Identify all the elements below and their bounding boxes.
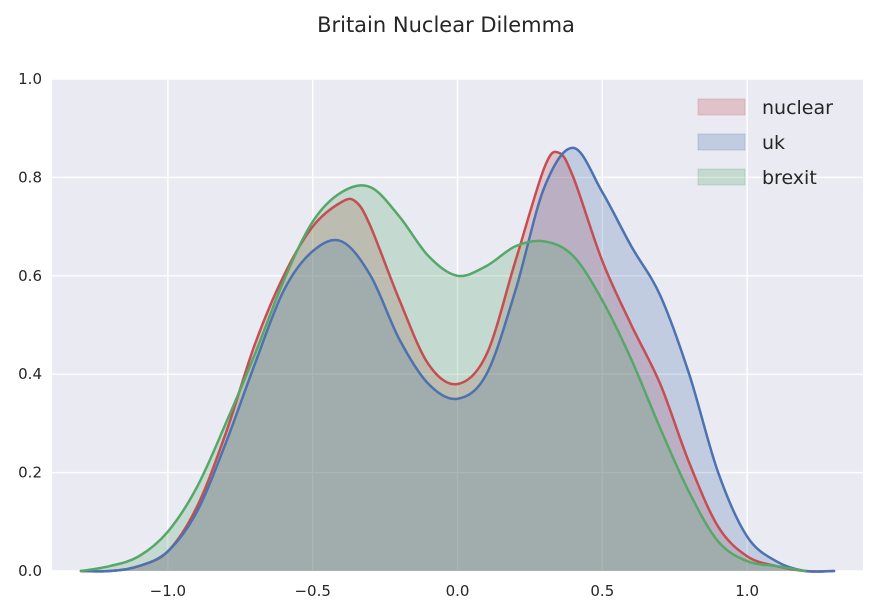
legend-swatch-nuclear bbox=[697, 98, 746, 116]
legend: nuclear uk brexit bbox=[697, 97, 833, 189]
x-tick-label: −0.5 bbox=[294, 582, 330, 600]
y-tick-label: 0.0 bbox=[18, 562, 42, 580]
chart-title: Britain Nuclear Dilemma bbox=[317, 13, 575, 37]
line-uk bbox=[79, 146, 836, 573]
x-axis-ticks: −1.0 −0.5 0.0 0.5 1.0 bbox=[150, 582, 759, 600]
density-fills bbox=[80, 147, 835, 572]
legend-label-brexit: brexit bbox=[762, 167, 817, 189]
y-tick-label: 0.2 bbox=[18, 464, 42, 482]
y-tick-label: 0.8 bbox=[18, 168, 42, 186]
line-nuclear bbox=[79, 150, 836, 573]
x-tick-label: 0.0 bbox=[446, 582, 470, 600]
density-lines bbox=[79, 146, 836, 573]
x-tick-label: 0.5 bbox=[590, 582, 614, 600]
line-brexit bbox=[79, 184, 807, 573]
legend-label-uk: uk bbox=[762, 132, 785, 154]
x-tick-label: 1.0 bbox=[735, 582, 759, 600]
area-uk bbox=[80, 147, 835, 572]
y-tick-label: 1.0 bbox=[18, 70, 42, 88]
area-nuclear bbox=[80, 151, 835, 572]
y-axis-ticks: 0.0 0.2 0.4 0.6 0.8 1.0 bbox=[18, 70, 42, 580]
y-tick-label: 0.4 bbox=[18, 365, 42, 383]
legend-swatch-brexit bbox=[697, 168, 746, 186]
legend-swatch-uk bbox=[697, 133, 746, 151]
area-brexit bbox=[80, 185, 806, 571]
legend-label-nuclear: nuclear bbox=[762, 97, 833, 119]
x-tick-label: −1.0 bbox=[150, 582, 186, 600]
y-tick-label: 0.6 bbox=[18, 267, 42, 285]
grid bbox=[52, 78, 863, 572]
